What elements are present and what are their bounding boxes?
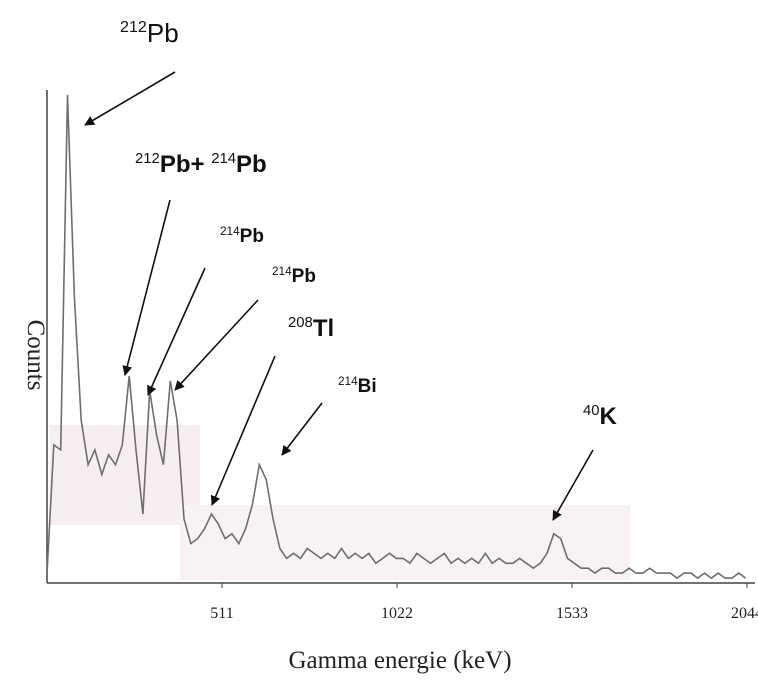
- annotation-superscript: 212: [135, 151, 160, 167]
- annotation-superscript: 214: [338, 375, 358, 388]
- annotation-symbol: Pb: [240, 226, 264, 247]
- annotation-symbol: Bi: [358, 376, 377, 397]
- annotation-arrow: [174, 299, 259, 391]
- annotation: 214Pb: [220, 225, 264, 247]
- annotation-symbol: Tl: [313, 315, 334, 342]
- y-axis-label: Counts: [22, 320, 49, 391]
- annotation-arrow: [552, 449, 594, 521]
- annotation-symbol: K: [600, 403, 618, 430]
- annotation-symbol: Pb: [292, 266, 316, 287]
- background-shade: [50, 425, 200, 525]
- spectrum-line: [46, 94, 747, 580]
- annotation-superscript: 214: [272, 265, 292, 278]
- x-tick-label: 511: [210, 605, 233, 622]
- annotation-symbol: Pb: [147, 18, 179, 48]
- annotation-arrow: [210, 355, 276, 506]
- annotation: 212Pb+ 214Pb: [135, 151, 267, 178]
- annotation: 40K: [583, 403, 618, 430]
- annotation: 214Bi: [338, 375, 377, 397]
- annotation-arrow: [147, 267, 206, 396]
- annotation-superscript: 208: [288, 315, 313, 331]
- annotation-arrow: [84, 71, 176, 126]
- x-tick-label: 1533: [556, 605, 588, 622]
- annotation-superscript: 214: [211, 151, 236, 167]
- annotation-arrow: [281, 402, 323, 456]
- annotation: 212Pb: [120, 18, 179, 48]
- annotation-arrow: [122, 199, 171, 376]
- annotation: 214Pb: [272, 265, 316, 287]
- annotation: 208Tl: [288, 315, 334, 342]
- x-axis-label: Gamma energie (keV): [288, 647, 511, 674]
- annotation-superscript: 214: [220, 225, 240, 238]
- annotation-symbol: Pb: [236, 151, 267, 178]
- annotation-superscript: 40: [583, 403, 600, 419]
- x-tick-label: 2044: [731, 605, 758, 622]
- x-tick-label: 1022: [381, 605, 413, 622]
- annotation-superscript: 212: [120, 18, 147, 36]
- annotation-symbol: Pb+: [160, 151, 211, 178]
